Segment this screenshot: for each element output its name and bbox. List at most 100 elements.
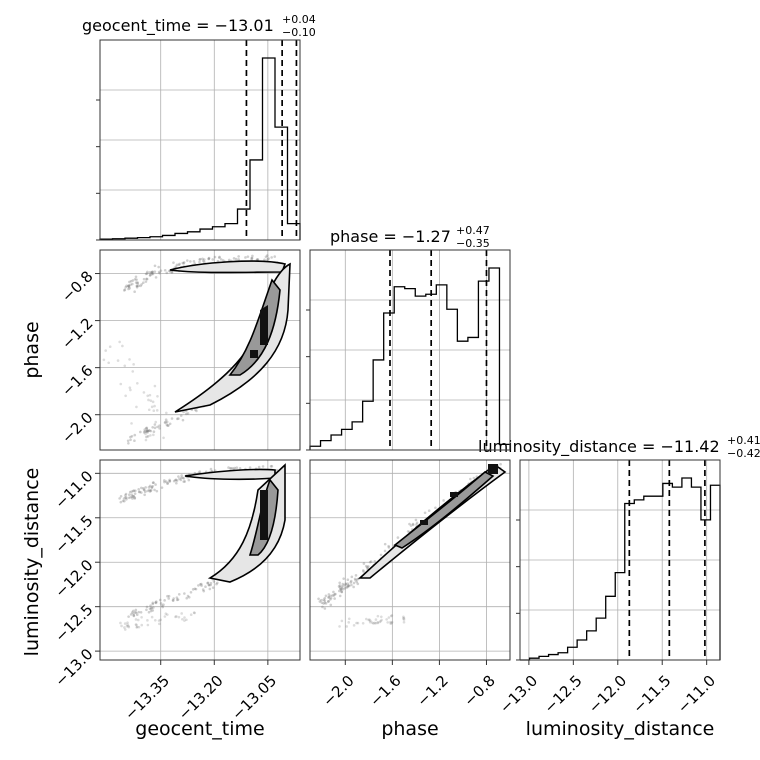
sample-point [383, 542, 387, 546]
sample-point [141, 281, 145, 285]
sample-point [148, 490, 152, 493]
sample-point [131, 489, 135, 493]
sample-point [355, 578, 359, 581]
sample-point [148, 274, 152, 277]
sample-point [161, 605, 165, 609]
sample-point [352, 624, 356, 627]
title-phase: phase = −1.27 +0.47 −0.35 [330, 224, 490, 250]
sample-point [163, 268, 167, 272]
sample-point [134, 623, 138, 626]
sample-point [174, 265, 178, 269]
sample-point [368, 620, 372, 624]
sample-point [135, 625, 139, 629]
sample-point [147, 486, 151, 489]
frame [309, 249, 511, 451]
sample-point [250, 256, 254, 260]
sample-point [146, 394, 150, 398]
sample-point [163, 421, 167, 424]
sample-point [133, 433, 137, 437]
sample-point [237, 255, 240, 258]
sample-point [186, 594, 190, 598]
ytick-label: −1.6 [58, 361, 96, 399]
sample-point [142, 488, 146, 491]
sample-point [124, 496, 127, 499]
sample-point [323, 607, 327, 610]
sample-point [140, 623, 144, 627]
sample-point [344, 583, 348, 586]
sample-point [175, 263, 179, 267]
sample-point [166, 482, 169, 486]
sample-point [199, 582, 203, 586]
sample-point [317, 597, 320, 601]
sample-point [125, 624, 129, 628]
sample-point [411, 522, 415, 526]
sample-point [323, 601, 327, 604]
sample-point [148, 484, 152, 488]
sample-point [180, 474, 183, 477]
sample-point [153, 404, 156, 408]
sample-point [329, 603, 333, 607]
sample-point [146, 619, 149, 622]
sample-point [256, 258, 259, 261]
ytick-label: −2.0 [58, 409, 96, 447]
title-luminosity-distance-main: luminosity_distance = −11.42 [478, 437, 720, 457]
sample-point [166, 481, 169, 485]
sample-point [237, 258, 240, 261]
xtick-label: −1.6 [366, 672, 404, 710]
sample-point [148, 429, 151, 432]
sample-point [166, 424, 169, 428]
sample-point [128, 286, 131, 290]
sample-point [134, 608, 138, 612]
sample-point [179, 478, 183, 482]
sample-point [135, 613, 139, 617]
sample-point [144, 280, 148, 283]
sample-point [263, 258, 266, 261]
contour-core [260, 490, 268, 540]
sample-point [145, 429, 149, 432]
sample-point [376, 621, 380, 625]
sample-point [269, 464, 273, 468]
sample-point [137, 490, 141, 494]
frame [309, 459, 511, 661]
sample-point [145, 605, 149, 609]
sample-point [414, 518, 418, 522]
sample-point [322, 598, 326, 601]
sample-point [132, 494, 136, 498]
sample-point [129, 435, 132, 439]
sample-point [374, 621, 378, 625]
sample-point [213, 255, 217, 259]
xtick-label: −13.35 [121, 672, 173, 724]
sample-point [333, 597, 336, 600]
xtick-label: −11.5 [629, 672, 674, 717]
sample-point [151, 425, 154, 429]
contour-core [488, 464, 498, 474]
sample-point [129, 388, 132, 392]
sample-point [327, 595, 331, 599]
sample-point [150, 271, 153, 274]
sample-point [229, 467, 232, 470]
sample-point [198, 470, 202, 473]
sample-point [163, 599, 166, 602]
sample-point [127, 285, 130, 288]
xtick-label: −13.0 [496, 672, 541, 717]
sample-point [362, 570, 365, 573]
sample-point [137, 610, 141, 614]
sample-point [187, 595, 191, 599]
ylabel-luminosity-distance: luminosity_distance [21, 468, 43, 657]
sample-point [151, 484, 155, 488]
sample-point [139, 430, 142, 434]
sample-point [130, 434, 134, 438]
title-luminosity-distance-minus: −0.42 [727, 447, 760, 460]
sample-point [140, 491, 143, 494]
sample-point [352, 581, 356, 585]
sample-point [132, 614, 136, 618]
sample-point [189, 590, 193, 594]
sample-point [126, 439, 130, 443]
sample-point [434, 506, 437, 510]
sample-point [175, 479, 179, 482]
sample-point [140, 486, 143, 490]
sample-point [355, 580, 358, 584]
sample-point [123, 628, 127, 631]
hist-luminosity_distance [520, 477, 721, 661]
sample-point [390, 620, 394, 624]
